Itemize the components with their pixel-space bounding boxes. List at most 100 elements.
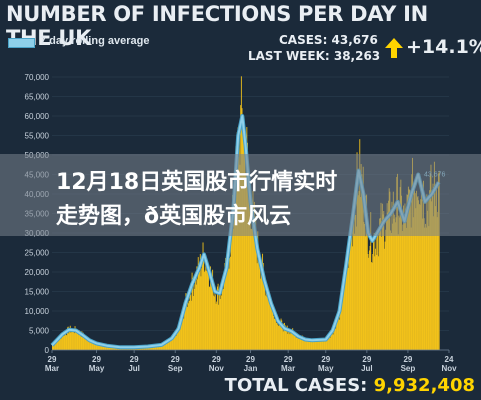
daily-bar [177,330,179,350]
daily-bar [353,220,355,350]
daily-bar [334,324,336,350]
daily-bar [107,346,109,350]
daily-bar [279,323,281,350]
daily-bar [172,337,174,350]
daily-bar [273,318,275,350]
daily-bar [396,173,398,350]
daily-bar [324,340,326,350]
daily-bar [162,345,164,350]
daily-bar [154,346,156,350]
daily-bar [383,248,385,350]
daily-bar [420,199,422,350]
daily-bar [364,236,366,350]
daily-bar [201,263,203,350]
daily-bar [54,343,55,350]
daily-bar [399,217,400,350]
daily-bar [316,341,318,350]
daily-bar [67,327,68,350]
daily-bar [180,320,182,350]
daily-bar [161,344,163,350]
daily-bar [258,258,259,350]
daily-bar [426,194,428,350]
daily-bar [80,336,82,350]
daily-bar [379,217,381,350]
daily-bar [71,330,73,350]
daily-bar [386,218,387,350]
daily-bar [232,228,234,350]
x-tick-day: 29 [171,355,180,364]
last-week-stat: LAST WEEK: 38,263 [248,49,381,63]
daily-bar [293,335,295,350]
daily-bar [390,232,392,350]
y-tick-label: 25,000 [25,249,50,258]
daily-bar [379,218,381,350]
daily-bar [291,332,293,350]
daily-bar [354,201,356,350]
daily-bar [186,297,188,350]
cases-stat: CASES: 43,676 [279,33,378,47]
daily-bar [278,323,280,350]
daily-bar [370,212,372,350]
daily-bar [253,201,255,350]
daily-bar [56,342,57,350]
daily-bar [425,223,426,350]
daily-bar [341,303,343,350]
daily-bar [276,315,278,350]
daily-bar [399,187,401,350]
y-tick-label: 10,000 [25,307,50,316]
daily-bar [420,186,422,350]
daily-bar [309,340,311,350]
daily-bar [307,340,309,350]
daily-bar [160,344,162,350]
daily-bar [370,262,372,350]
daily-bar [304,340,306,350]
daily-bar [352,221,354,350]
daily-bar [390,230,392,350]
daily-bar [153,346,155,350]
daily-bar [423,218,425,350]
daily-bar [255,216,257,350]
daily-bar [222,283,224,350]
daily-bar [438,170,440,350]
daily-bar [194,288,196,350]
daily-bar [234,212,236,350]
daily-bar [301,335,303,350]
daily-bar [388,188,390,350]
daily-bar [196,266,198,350]
x-tick-month: Nov [209,364,225,373]
daily-bar [401,195,402,350]
daily-bar [208,273,209,350]
daily-bar [78,330,80,350]
daily-bar [167,339,169,350]
daily-bar [60,338,62,350]
daily-bar [98,344,100,350]
daily-bar [405,215,407,350]
daily-bar [70,332,72,350]
daily-bar [101,345,103,350]
daily-bar [210,278,212,350]
daily-bar [392,223,394,350]
daily-bar [83,335,85,350]
x-tick-day: 29 [284,355,293,364]
daily-bar [292,328,294,350]
daily-bar [377,233,379,350]
daily-bar [252,190,254,350]
daily-bar [158,345,160,350]
total-cases-label: TOTAL CASES: [224,375,374,396]
daily-bar [429,190,431,350]
daily-bar [349,240,350,350]
daily-bar [410,227,412,350]
daily-bar [56,338,58,350]
daily-bar [396,177,398,350]
daily-bar [290,329,292,350]
daily-bar [362,194,363,350]
daily-bar [190,294,192,350]
daily-bar [389,191,391,350]
daily-bar [321,339,322,350]
daily-bar [244,128,246,350]
daily-bar [190,300,192,350]
daily-bar [94,342,96,350]
daily-bar [228,268,230,350]
daily-bar [229,258,231,350]
daily-bar [97,343,99,350]
